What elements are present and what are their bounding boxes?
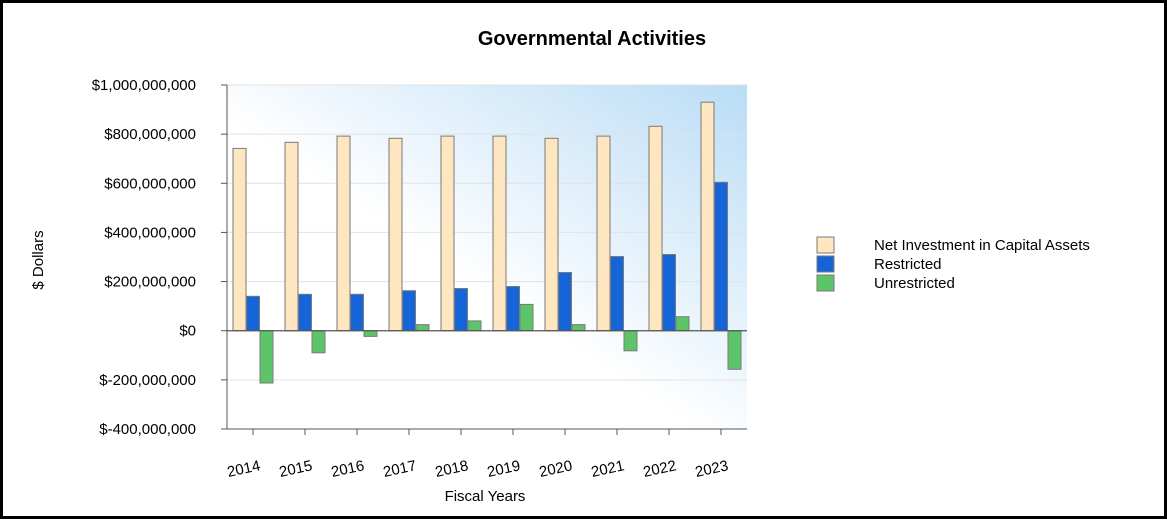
unrestricted-bar [519, 303, 534, 332]
y-tick-label: $-400,000,000 [99, 421, 196, 438]
y-tick-label: $400,000,000 [104, 224, 196, 241]
x-tick-label: 2015 [278, 457, 314, 481]
restricted-bar [350, 293, 364, 332]
capital-assets-bar [336, 135, 351, 332]
capital-assets-bar [492, 135, 507, 332]
x-tick-label: 2023 [694, 457, 730, 481]
legend-label: Restricted [874, 256, 942, 273]
y-tick-label: $-200,000,000 [99, 372, 196, 389]
bar-chart: Governmental Activities $1,000,000,000 $8… [30, 28, 1090, 505]
legend-swatch [816, 236, 835, 254]
legend-swatch [816, 274, 835, 292]
x-tick-label: 2020 [538, 457, 574, 481]
x-tick-label: 2019 [486, 457, 522, 481]
x-tick-label: 2018 [434, 457, 470, 481]
unrestricted-bar [467, 320, 482, 332]
capital-assets-bar [232, 147, 247, 332]
capital-assets-bar [388, 137, 403, 332]
unrestricted-bar [415, 324, 430, 332]
restricted-bar [506, 286, 520, 332]
restricted-bar [402, 290, 416, 332]
capital-assets-bar [440, 135, 455, 332]
legend-label: Net Investment in Capital Assets [874, 237, 1090, 254]
unrestricted-bar [363, 330, 378, 337]
legend-label: Unrestricted [874, 275, 955, 292]
capital-assets-bar [648, 125, 663, 332]
x-tick-label: 2021 [590, 457, 626, 481]
chart-title: Governmental Activities [478, 28, 706, 50]
unrestricted-bar [311, 330, 326, 354]
y-axis-label: $ Dollars [30, 230, 47, 289]
restricted-bar [714, 181, 728, 332]
y-tick-label: $0 [179, 323, 196, 340]
restricted-bar [610, 256, 624, 332]
capital-assets-bar [700, 101, 715, 332]
unrestricted-bar [727, 330, 742, 370]
capital-assets-bar [284, 141, 299, 332]
x-tick-label: 2017 [382, 457, 418, 481]
legend-swatch [816, 255, 835, 273]
restricted-bar [558, 272, 572, 332]
restricted-bar [662, 254, 676, 332]
x-tick-label: 2016 [330, 457, 366, 481]
unrestricted-bar [571, 324, 586, 332]
restricted-bar [454, 288, 468, 332]
capital-assets-bar [596, 135, 611, 332]
x-axis-label: Fiscal Years [445, 488, 526, 505]
restricted-bar [298, 293, 312, 332]
y-tick-label: $800,000,000 [104, 126, 196, 143]
x-tick-label: 2022 [642, 457, 678, 481]
restricted-bar [246, 295, 260, 332]
y-tick-label: $1,000,000,000 [92, 77, 196, 94]
unrestricted-bar [259, 330, 274, 384]
legend: Net Investment in Capital Assets Restrict… [816, 236, 1090, 292]
x-tick-label: 2014 [226, 457, 262, 481]
y-tick-label: $600,000,000 [104, 175, 196, 192]
unrestricted-bar [675, 316, 690, 332]
y-tick-label: $200,000,000 [104, 274, 196, 291]
unrestricted-bar [623, 330, 638, 352]
capital-assets-bar [544, 137, 559, 332]
